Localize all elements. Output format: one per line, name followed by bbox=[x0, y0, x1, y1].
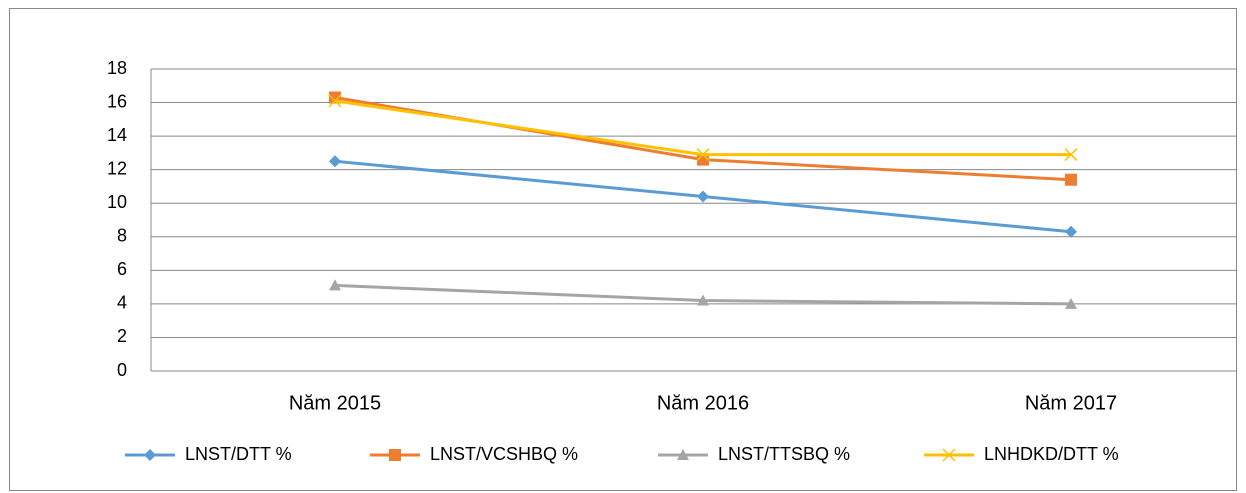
data-point bbox=[1065, 225, 1077, 238]
y-tick-label: 8 bbox=[117, 226, 127, 246]
legend-label: LNST/DTT % bbox=[185, 444, 292, 464]
legend-label: LNHDKD/DTT % bbox=[984, 444, 1119, 464]
x-tick-label: Năm 2016 bbox=[657, 392, 749, 414]
data-point bbox=[1065, 297, 1077, 309]
data-point bbox=[329, 155, 341, 168]
legend-marker bbox=[144, 449, 156, 461]
data-point bbox=[1064, 148, 1078, 162]
legend-marker bbox=[942, 448, 956, 462]
y-tick-label: 16 bbox=[107, 91, 127, 111]
y-tick-label: 6 bbox=[117, 259, 127, 279]
legend-marker bbox=[389, 449, 401, 461]
legend-marker bbox=[677, 449, 689, 460]
data-point bbox=[1065, 173, 1077, 186]
y-tick-label: 2 bbox=[117, 326, 127, 346]
legend-label: LNST/VCSHBQ % bbox=[430, 444, 578, 464]
legend-label: LNST/TTSBQ % bbox=[718, 444, 850, 464]
data-point bbox=[329, 279, 341, 291]
data-point bbox=[697, 294, 709, 306]
y-tick-label: 10 bbox=[107, 192, 127, 212]
y-tick-label: 4 bbox=[117, 293, 127, 313]
x-tick-label: Năm 2015 bbox=[289, 392, 381, 414]
y-tick-label: 18 bbox=[107, 58, 127, 78]
data-point bbox=[696, 148, 710, 162]
chart-border bbox=[9, 8, 1237, 491]
y-tick-label: 14 bbox=[107, 125, 127, 145]
y-tick-label: 0 bbox=[117, 360, 127, 380]
data-point bbox=[328, 94, 342, 108]
y-tick-label: 12 bbox=[107, 158, 127, 178]
data-point bbox=[697, 190, 709, 203]
x-tick-label: Năm 2017 bbox=[1025, 392, 1117, 414]
